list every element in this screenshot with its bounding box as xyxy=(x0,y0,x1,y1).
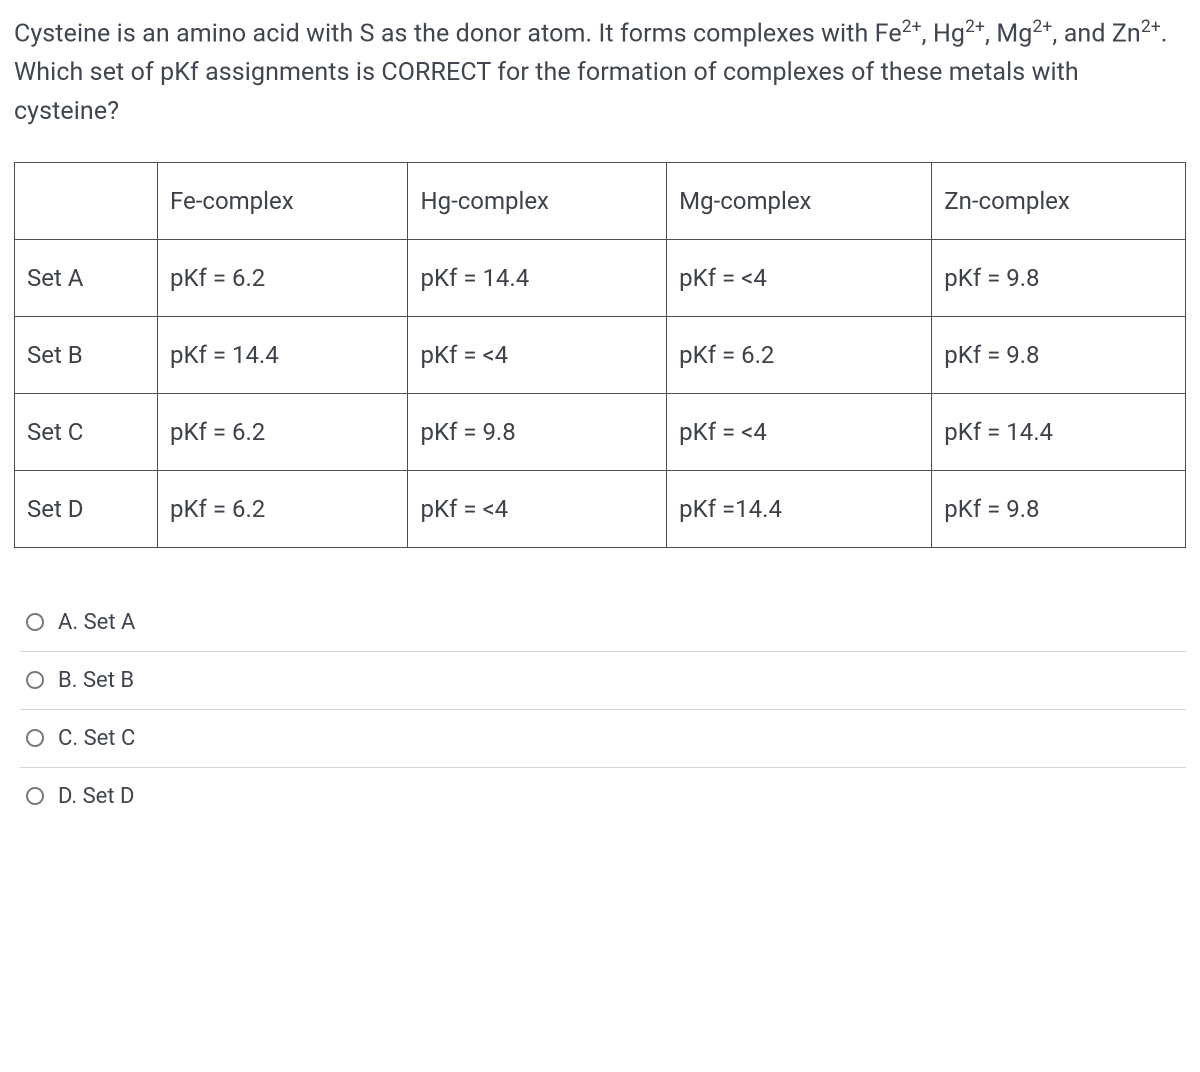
table-row: Set B pKf = 14.4 pKf = <4 pKf = 6.2 pKf … xyxy=(15,316,1186,393)
cell: pKf = 6.2 xyxy=(158,239,408,316)
option-b[interactable]: B. Set B xyxy=(20,652,1186,710)
row-label: Set C xyxy=(15,393,158,470)
cell: pKf = <4 xyxy=(667,239,932,316)
q-sup-2: 2+ xyxy=(965,17,985,37)
cell: pKf = <4 xyxy=(408,470,667,547)
q-frag-3: , Mg xyxy=(985,19,1032,48)
option-c[interactable]: C. Set C xyxy=(20,710,1186,768)
cell: pKf = 14.4 xyxy=(158,316,408,393)
cell: pKf = 9.8 xyxy=(932,239,1186,316)
col-mg: Mg-complex xyxy=(667,162,932,239)
option-label: B. Set B xyxy=(58,668,134,693)
cell: pKf = 6.2 xyxy=(158,393,408,470)
table-row: Set A pKf = 6.2 pKf = 14.4 pKf = <4 pKf … xyxy=(15,239,1186,316)
row-label: Set A xyxy=(15,239,158,316)
question-text: Cysteine is an amino acid with S as the … xyxy=(14,14,1186,132)
radio-icon xyxy=(26,787,44,805)
cell: pKf = <4 xyxy=(667,393,932,470)
cell: pKf = 6.2 xyxy=(667,316,932,393)
cell: pKf = 6.2 xyxy=(158,470,408,547)
cell: pKf = 14.4 xyxy=(932,393,1186,470)
table-header-row: Fe-complex Hg-complex Mg-complex Zn-comp… xyxy=(15,162,1186,239)
option-d[interactable]: D. Set D xyxy=(20,768,1186,825)
data-table: Fe-complex Hg-complex Mg-complex Zn-comp… xyxy=(14,162,1186,548)
cell: pKf = 9.8 xyxy=(932,316,1186,393)
radio-icon xyxy=(26,671,44,689)
q-frag-4: , and Zn xyxy=(1052,19,1140,48)
col-blank xyxy=(15,162,158,239)
option-label: A. Set A xyxy=(58,610,135,635)
cell: pKf = 14.4 xyxy=(408,239,667,316)
answer-options: A. Set A B. Set B C. Set C D. Set D xyxy=(14,594,1186,825)
q-sup-3: 2+ xyxy=(1032,17,1052,37)
cell: pKf = <4 xyxy=(408,316,667,393)
radio-icon xyxy=(26,729,44,747)
q-frag-2: , Hg xyxy=(922,19,965,48)
radio-icon xyxy=(26,613,44,631)
cell: pKf = 9.8 xyxy=(932,470,1186,547)
q-sup-4: 2+ xyxy=(1141,17,1161,37)
col-zn: Zn-complex xyxy=(932,162,1186,239)
col-fe: Fe-complex xyxy=(158,162,408,239)
q-sup-1: 2+ xyxy=(902,17,922,37)
option-label: C. Set C xyxy=(58,726,135,751)
table-row: Set D pKf = 6.2 pKf = <4 pKf =14.4 pKf =… xyxy=(15,470,1186,547)
table-row: Set C pKf = 6.2 pKf = 9.8 pKf = <4 pKf =… xyxy=(15,393,1186,470)
col-hg: Hg-complex xyxy=(408,162,667,239)
q-frag-1: Cysteine is an amino acid with S as the … xyxy=(14,19,902,48)
cell: pKf =14.4 xyxy=(667,470,932,547)
row-label: Set D xyxy=(15,470,158,547)
row-label: Set B xyxy=(15,316,158,393)
option-label: D. Set D xyxy=(58,784,134,809)
cell: pKf = 9.8 xyxy=(408,393,667,470)
option-a[interactable]: A. Set A xyxy=(20,594,1186,652)
